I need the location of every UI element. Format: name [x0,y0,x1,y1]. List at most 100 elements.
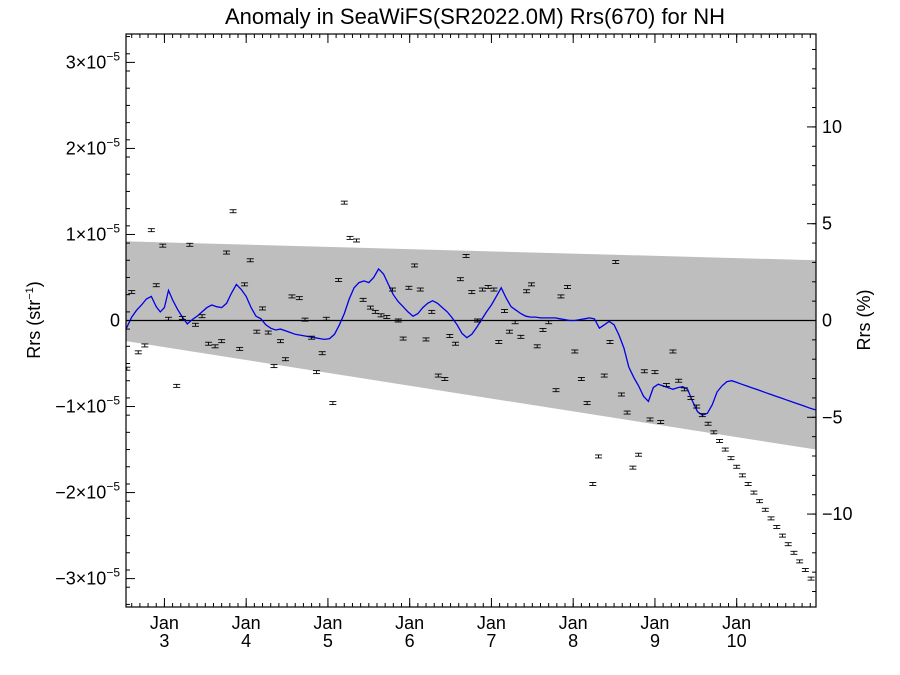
data-point [505,329,513,334]
data-point [801,568,809,572]
data-point [335,278,343,283]
data-point [474,318,482,323]
y-left-tick-mantissa: 3×10 [66,52,107,72]
data-point [428,309,436,314]
data-point [698,413,706,418]
data-point [141,343,149,348]
data-point [422,337,430,342]
data-point [295,296,303,301]
data-point [651,370,659,375]
data-point [490,287,498,292]
data-point [308,335,316,340]
data-point [710,430,718,435]
data-point [662,383,670,387]
data-point [173,383,181,388]
x-tick-label-year: 5 [323,631,333,651]
plot-inner [126,200,816,581]
y-right-tick-label: 10 [822,117,842,137]
data-point [191,322,199,327]
x-tick-label-month: Jan [395,613,424,633]
data-point [623,410,631,415]
data-point [577,377,585,381]
data-point [462,254,470,258]
y-left-tick-mantissa: −2×10 [55,483,106,503]
x-tick-label-year: 4 [241,631,251,651]
y-right-tick-label: −10 [822,504,853,524]
data-point [606,340,614,344]
data-point [704,421,712,426]
y-axis-label-left-main: Rrs (str [24,300,44,359]
y-left-tick-label: −3×10−5 [55,566,120,589]
data-point [807,576,815,581]
data-point [441,377,449,381]
data-point [680,387,688,392]
plot-area [125,33,817,608]
y-left-tick-exponent: −5 [106,49,120,63]
y-right-tick-label: 5 [822,214,832,234]
data-point [617,392,625,397]
data-point [527,282,535,287]
data-point [501,309,509,313]
data-point [411,263,419,268]
data-point [716,439,724,443]
data-point [456,277,464,282]
data-point [277,339,285,344]
data-point [612,260,620,264]
data-point [346,235,354,240]
data-point [281,357,289,362]
data-point [259,306,267,311]
y-left-tick-exponent: −5 [106,566,120,580]
y-axis-label-left-sup: −1 [24,287,36,300]
data-point [236,346,244,351]
data-point [790,550,798,555]
data-point [533,344,541,349]
data-point [186,242,194,247]
data-point [517,334,525,339]
data-point [377,313,385,318]
data-point [389,287,397,292]
data-point [687,395,695,400]
y-left-tick-label: 2×10−5 [66,135,121,158]
x-tick-label-month: Jan [640,613,669,633]
data-point [640,369,648,374]
data-point [563,284,571,289]
x-tick-label-month: Jan [477,613,506,633]
y-left-tick-mantissa: −3×10 [55,569,106,589]
data-point [657,420,665,424]
data-point [511,320,519,325]
data-point [761,507,769,512]
data-point [223,250,231,255]
y-axis-label-left: Rrs (str−1) [24,281,44,359]
data-point [693,404,701,409]
data-point [721,447,729,452]
data-point [446,334,454,338]
y-left-tick-label: −1×10−5 [55,394,120,417]
y-left-tick-exponent: −5 [106,394,120,408]
data-point [434,373,442,378]
data-point [675,378,683,383]
data-point [329,401,337,406]
data-point [600,373,608,378]
data-point [778,533,786,538]
y-left-tick-exponent: −5 [106,480,120,494]
y-left-tick-exponent: −5 [106,221,120,235]
data-point [205,341,213,346]
data-point [218,339,226,344]
data-point [669,349,677,354]
data-point [756,499,764,504]
data-point [468,290,476,295]
y-left-tick-mantissa: 2×10 [66,138,107,158]
data-point [264,330,272,335]
uncertainty-band [126,241,816,450]
data-point [589,482,597,486]
data-point [539,328,547,332]
y-left-tick-label: 3×10−5 [66,49,121,72]
data-point [134,350,142,355]
data-point [353,238,361,243]
x-tick-label-month: Jan [559,613,588,633]
y-left-tick-mantissa: −1×10 [55,397,106,417]
data-point [796,559,804,564]
data-point [750,490,758,495]
